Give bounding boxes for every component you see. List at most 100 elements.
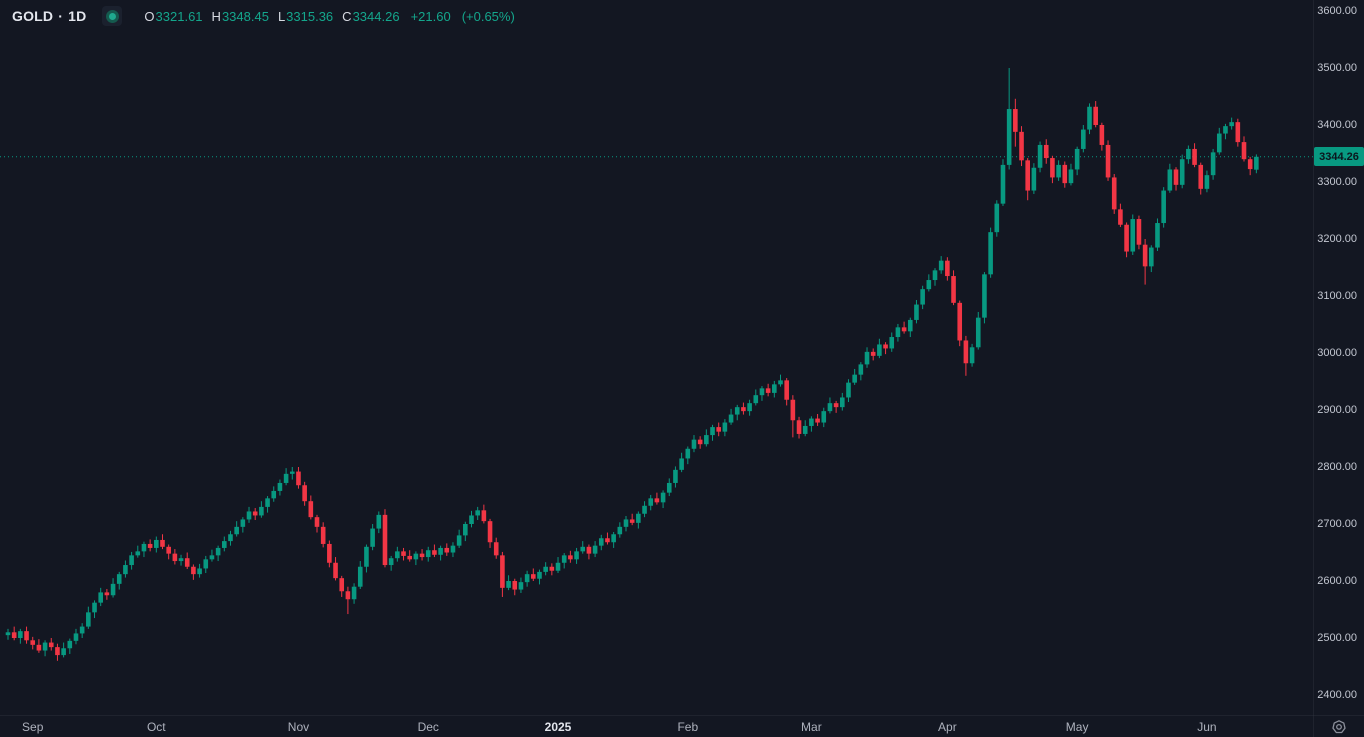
price-axis[interactable]: 3344.26 3600.00 3500.00 3400.00 3300.00 3200… bbox=[1313, 0, 1364, 716]
candle-body bbox=[512, 581, 518, 590]
candle-body bbox=[697, 439, 703, 445]
candle-body bbox=[370, 528, 375, 547]
candle-body bbox=[1037, 144, 1043, 168]
candle-body bbox=[722, 422, 728, 432]
candle-body bbox=[790, 399, 796, 421]
candle-body bbox=[1161, 190, 1166, 224]
candle-body bbox=[289, 471, 295, 474]
candle-body bbox=[18, 631, 23, 638]
candle-body bbox=[772, 384, 777, 393]
candle-body bbox=[246, 511, 252, 520]
candle-body bbox=[1241, 142, 1247, 160]
candle-body bbox=[61, 648, 66, 656]
candle-body bbox=[1000, 164, 1006, 204]
candle-body bbox=[747, 403, 752, 412]
price-tick-label: 3600.00 bbox=[1317, 5, 1357, 17]
candle-body bbox=[116, 574, 122, 584]
candle-body bbox=[42, 642, 48, 651]
candle-body bbox=[574, 551, 579, 560]
candle-body bbox=[598, 538, 604, 546]
time-axis[interactable]: Sep Oct Nov Dec 2025 Feb Mar Apr May Jun bbox=[0, 715, 1314, 737]
candle-body bbox=[469, 515, 474, 524]
candle-body bbox=[691, 439, 697, 449]
candle-body bbox=[1105, 144, 1111, 178]
price-tick-label: 3000.00 bbox=[1317, 347, 1357, 359]
candle-body bbox=[784, 380, 789, 400]
candle-body bbox=[833, 403, 839, 408]
candle-body bbox=[345, 591, 351, 600]
candle-body bbox=[975, 317, 981, 348]
candle-body bbox=[945, 260, 950, 277]
candle-body bbox=[154, 539, 159, 548]
candle-body bbox=[1124, 224, 1129, 252]
candle-body bbox=[191, 566, 196, 575]
price-tick-label: 2400.00 bbox=[1317, 689, 1357, 701]
price-tick-label: 3400.00 bbox=[1317, 119, 1357, 131]
candle-body bbox=[914, 304, 919, 320]
gear-icon bbox=[1332, 719, 1346, 733]
candle-body bbox=[932, 270, 938, 281]
candle-body bbox=[636, 513, 641, 523]
candle-body bbox=[901, 327, 907, 332]
chart-canvas[interactable] bbox=[0, 0, 1314, 716]
candle-body bbox=[611, 534, 616, 543]
candle-body bbox=[252, 511, 258, 516]
candle-body bbox=[537, 571, 542, 579]
candle-body bbox=[870, 351, 876, 356]
time-axis-label-mar: Mar bbox=[801, 719, 822, 734]
candle-body bbox=[1099, 125, 1105, 145]
candle-body bbox=[629, 519, 635, 523]
high-key: H bbox=[211, 8, 221, 24]
candle-body bbox=[728, 414, 734, 423]
candle-body bbox=[5, 632, 11, 636]
candle-body bbox=[815, 418, 820, 423]
live-status-button[interactable] bbox=[102, 6, 123, 26]
candle-body bbox=[710, 427, 715, 436]
candle-body bbox=[1155, 223, 1160, 248]
price-tick-label: 2700.00 bbox=[1317, 518, 1357, 530]
symbol-title[interactable]: GOLD · 1D bbox=[12, 8, 86, 24]
candle-body bbox=[432, 550, 437, 555]
candle-body bbox=[1093, 106, 1098, 125]
candle-body bbox=[1056, 164, 1061, 178]
time-axis-label-sep: Sep bbox=[22, 719, 44, 734]
candle-body bbox=[926, 280, 932, 290]
candle-body bbox=[549, 566, 555, 571]
candle-body bbox=[685, 448, 691, 459]
candle-body bbox=[796, 420, 802, 434]
time-axis-label-apr: Apr bbox=[938, 719, 957, 734]
candle-body bbox=[172, 553, 178, 562]
price-tick-label: 2500.00 bbox=[1317, 632, 1357, 644]
price-tick-label: 2600.00 bbox=[1317, 575, 1357, 587]
candle-body bbox=[11, 632, 17, 638]
candle-body bbox=[592, 545, 598, 554]
candle-body bbox=[1198, 164, 1204, 189]
axis-settings-button[interactable] bbox=[1313, 715, 1364, 737]
candle-body bbox=[1192, 148, 1197, 165]
candle-body bbox=[296, 471, 301, 486]
change-percent: (+0.65%) bbox=[461, 8, 515, 24]
close-value: 3344.26 bbox=[352, 8, 400, 24]
candle-body bbox=[1204, 175, 1210, 189]
candle-body bbox=[388, 558, 394, 566]
candle-body bbox=[895, 327, 901, 338]
open-key: O bbox=[144, 8, 155, 24]
candle-body bbox=[197, 568, 202, 575]
candle-body bbox=[1031, 167, 1037, 191]
candle-body bbox=[1235, 122, 1241, 143]
candle-body bbox=[809, 418, 814, 426]
candle-body bbox=[988, 232, 993, 275]
ohlc-values: O 3321.61 H 3348.45 L 3315.36 C 3344.26 +21.… bbox=[144, 9, 514, 24]
candle-body bbox=[858, 364, 864, 375]
candle-body bbox=[759, 388, 765, 396]
candle-body bbox=[184, 558, 190, 567]
time-axis-label-nov: Nov bbox=[287, 719, 310, 734]
close-key: C bbox=[342, 8, 352, 24]
candle-body bbox=[1223, 126, 1228, 134]
candle-body bbox=[135, 551, 141, 556]
candle-body bbox=[203, 559, 209, 569]
candle-body bbox=[951, 276, 956, 303]
time-axis-label-2025: 2025 bbox=[544, 719, 572, 734]
candle-body bbox=[475, 510, 480, 516]
